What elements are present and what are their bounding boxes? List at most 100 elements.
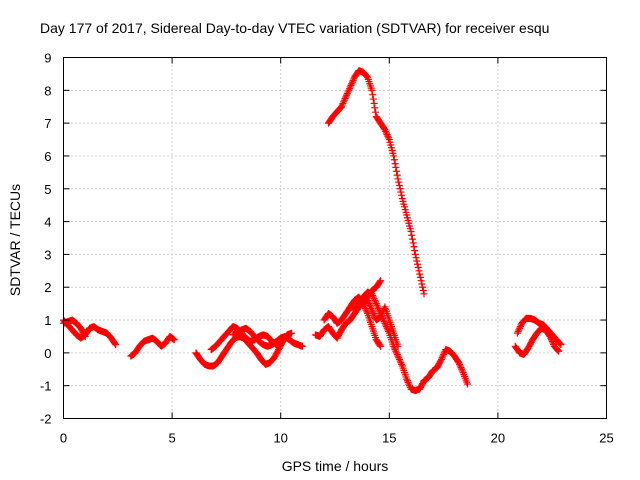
axis-ticks: -2 -1 0 1 2 3 4 5 6 7 8 9 0 5 10 15 20 25 xyxy=(40,51,614,446)
data-point xyxy=(456,360,464,368)
data-point xyxy=(348,78,356,86)
series-sat-f xyxy=(229,324,306,350)
data-point xyxy=(376,341,384,349)
data-point xyxy=(368,86,376,94)
data-point xyxy=(458,367,466,375)
data-point xyxy=(554,346,562,354)
data-point xyxy=(390,344,398,352)
data-point xyxy=(419,287,427,295)
data-point xyxy=(369,308,377,316)
data-point xyxy=(555,339,563,347)
y-tick-label: -1 xyxy=(40,379,52,394)
data-point xyxy=(408,231,416,239)
data-point xyxy=(393,349,401,357)
data-point xyxy=(364,298,372,306)
data-point xyxy=(382,127,390,135)
data-point xyxy=(368,290,376,298)
plot-frame xyxy=(63,57,607,419)
data-point xyxy=(344,88,352,96)
data-point xyxy=(338,103,346,111)
data-point xyxy=(377,313,385,321)
data-point xyxy=(440,351,448,359)
y-tick-label: 3 xyxy=(44,247,51,262)
data-point xyxy=(395,354,403,362)
y-tick-label: 4 xyxy=(44,215,51,230)
data-point xyxy=(370,295,378,303)
data-point xyxy=(345,86,353,94)
data-point xyxy=(369,309,377,317)
data-point xyxy=(412,254,420,262)
data-point xyxy=(396,185,404,193)
data-point xyxy=(437,357,445,365)
data-point xyxy=(413,257,421,265)
data-point xyxy=(343,91,351,99)
data-point xyxy=(363,72,371,80)
data-point xyxy=(392,163,400,171)
data-point xyxy=(393,167,401,175)
data-point xyxy=(404,378,412,386)
data-point xyxy=(414,260,422,268)
data-point xyxy=(366,301,374,309)
data-point xyxy=(369,91,377,99)
data-point xyxy=(349,76,357,84)
y-tick-label: 9 xyxy=(44,51,51,66)
data-point xyxy=(368,306,376,314)
x-tick-label: 0 xyxy=(60,431,67,446)
data-point xyxy=(374,303,382,311)
data-point xyxy=(406,382,414,390)
data-point xyxy=(394,175,402,183)
series-sat-c xyxy=(127,332,178,360)
chart-title: Day 177 of 2017, Sidereal Day-to-day VTE… xyxy=(40,20,549,36)
data-point xyxy=(547,334,555,342)
data-marks xyxy=(60,67,565,395)
data-point xyxy=(370,99,378,107)
series-sat-i xyxy=(351,288,471,395)
y-tick-label: 0 xyxy=(44,346,51,361)
y-tick-label: 2 xyxy=(44,280,51,295)
data-point xyxy=(548,337,556,345)
data-point xyxy=(376,278,384,286)
data-point xyxy=(372,298,380,306)
x-tick-label: 5 xyxy=(168,431,175,446)
data-point xyxy=(364,296,372,304)
data-point xyxy=(407,227,415,235)
data-point xyxy=(555,347,563,355)
data-point xyxy=(547,336,555,344)
y-tick-label: 8 xyxy=(44,83,51,98)
y-tick-label: 6 xyxy=(44,149,51,164)
data-point xyxy=(410,243,418,251)
data-point xyxy=(365,300,373,308)
data-point xyxy=(382,129,390,137)
data-point xyxy=(396,357,404,365)
data-point xyxy=(409,239,417,247)
data-point xyxy=(397,188,405,196)
x-axis-title: GPS time / hours xyxy=(282,458,389,474)
y-tick-label: 7 xyxy=(44,116,51,131)
data-point xyxy=(395,355,403,363)
data-point xyxy=(439,352,447,360)
series-sat-m xyxy=(511,324,563,359)
data-point xyxy=(170,336,178,344)
data-point xyxy=(383,131,391,139)
data-point xyxy=(417,277,425,285)
data-point xyxy=(557,341,565,349)
data-point xyxy=(347,81,355,89)
data-point xyxy=(298,342,306,350)
data-point xyxy=(393,351,401,359)
data-point xyxy=(377,342,385,350)
data-point xyxy=(390,156,398,164)
data-point xyxy=(419,283,427,291)
data-point xyxy=(514,328,522,336)
data-point xyxy=(390,152,398,160)
data-point xyxy=(384,326,392,334)
data-point xyxy=(370,311,378,319)
data-point xyxy=(373,301,381,309)
data-point xyxy=(397,359,405,367)
data-point xyxy=(395,178,403,186)
data-point xyxy=(385,134,393,142)
data-point xyxy=(394,352,402,360)
data-point xyxy=(288,329,296,337)
data-point xyxy=(456,362,464,370)
data-point xyxy=(381,319,389,327)
series-sat-j xyxy=(364,296,402,350)
